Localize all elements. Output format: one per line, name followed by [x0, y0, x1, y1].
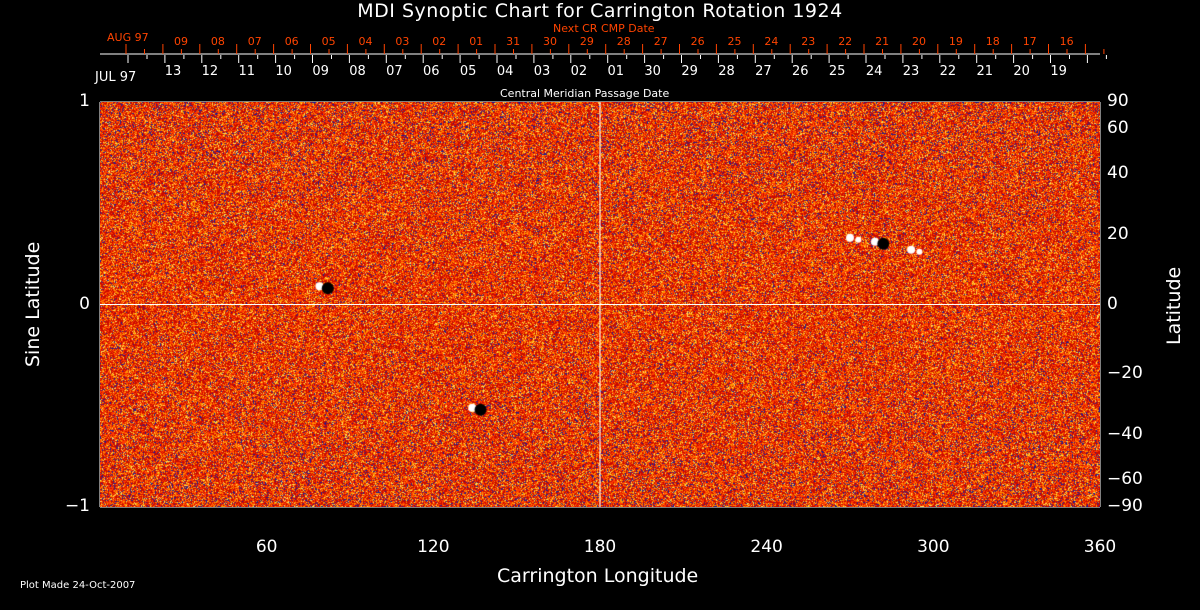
cmp-date-label: 23: [902, 64, 920, 79]
next-cr-date-label: 01: [469, 35, 484, 48]
next-cr-date-label: 28: [616, 35, 631, 48]
cmp-date-label: 08: [349, 64, 366, 79]
y-right-tick-label: 90: [1107, 91, 1129, 111]
y-left-tick-label: 0: [79, 293, 90, 314]
next-cr-date-label: 02: [432, 35, 447, 48]
y-right-tick-label: 60: [1107, 118, 1129, 139]
x-tick-label: 300: [917, 537, 950, 557]
cmp-month-label: JUL 97: [95, 70, 137, 85]
y-right-tick-label: −90: [1107, 496, 1143, 516]
cmp-date-label: 05: [459, 64, 477, 79]
next-cr-date-label: 05: [321, 35, 336, 48]
y-right-tick-label: 0: [1107, 293, 1118, 314]
cmp-date-label: 06: [423, 64, 440, 79]
next-cr-date-label: 08: [210, 35, 225, 48]
x-tick-label: 120: [417, 537, 450, 557]
next-cr-date-label: 22: [838, 35, 853, 48]
x-tick-label: 240: [750, 537, 783, 557]
cmp-date-label: 27: [755, 64, 772, 79]
cmp-date-label: 19: [1050, 64, 1067, 79]
next-cr-date-label: 03: [395, 35, 410, 48]
next-cr-date-label: 31: [506, 35, 521, 48]
next-cr-axis-label: Next CR CMP Date: [553, 22, 655, 35]
cmp-date-label: 10: [275, 64, 292, 79]
cmp-date-label: 26: [792, 64, 809, 79]
y-right-tick-label: 40: [1107, 163, 1129, 184]
cmp-date-label: 29: [681, 64, 698, 79]
next-cr-date-label: 09: [174, 35, 188, 48]
next-cr-date-label: 21: [875, 35, 890, 48]
cmp-date-label: 02: [570, 64, 588, 79]
next-cr-date-label: 04: [358, 35, 373, 48]
next-cr-date-label: 20: [912, 35, 926, 48]
next-cr-date-label: 18: [985, 35, 1000, 48]
next-cr-date-label: 26: [690, 35, 705, 48]
cmp-date-label: 24: [865, 64, 883, 79]
next-cr-date-label: 25: [727, 35, 742, 48]
next-cr-date-label: 29: [579, 35, 594, 48]
cmp-date-label: 20: [1013, 64, 1030, 79]
cmp-date-label: 28: [718, 64, 735, 79]
cmp-date-label: 03: [533, 64, 551, 79]
next-cr-date-label: 07: [247, 35, 262, 48]
x-tick-label: 180: [583, 537, 617, 557]
y-axis-right-label: Latitude: [1163, 266, 1185, 345]
chart-title: MDI Synoptic Chart for Carrington Rotati…: [357, 0, 843, 22]
y-right-tick-label: −40: [1107, 423, 1143, 444]
cmp-date-label: 25: [828, 64, 846, 79]
next-cr-date-label: 24: [764, 35, 779, 48]
y-right-tick-label: −20: [1107, 362, 1143, 383]
plot-made-footnote: Plot Made 24-Oct-2007: [20, 580, 136, 591]
y-axis-left-label: Sine Latitude: [22, 241, 44, 367]
cmp-date-label: 22: [939, 64, 957, 79]
next-cr-date-label: 06: [284, 35, 299, 48]
next-cr-date-label: 30: [543, 35, 557, 48]
cmp-date-label: 30: [644, 64, 661, 79]
cmp-date-label: 01: [607, 64, 625, 79]
y-left-tick-label: 1: [79, 91, 90, 111]
next-cr-date-label: 23: [801, 35, 816, 48]
next-cr-month-label: AUG 97: [107, 31, 149, 44]
next-cr-date-label: 16: [1059, 35, 1074, 48]
cmp-date-label: 11: [238, 64, 256, 79]
y-left-tick-label: −1: [64, 496, 90, 516]
x-tick-label: 360: [1083, 537, 1117, 557]
cmp-date-label: 09: [312, 64, 329, 79]
cmp-date-label: 12: [201, 64, 219, 79]
y-right-tick-label: 20: [1107, 224, 1129, 245]
cmp-date-label: 04: [496, 64, 514, 79]
cmp-date-label: 07: [386, 64, 403, 79]
cmp-date-label: 13: [164, 64, 182, 79]
next-cr-date-label: 17: [1022, 35, 1037, 48]
next-cr-date-label: 19: [948, 35, 963, 48]
y-right-tick-label: −60: [1107, 468, 1143, 489]
cmp-axis-label: Central Meridian Passage Date: [500, 87, 670, 100]
cmp-date-label: 21: [976, 64, 994, 79]
x-tick-label: 60: [255, 537, 278, 557]
x-axis-label: Carrington Longitude: [497, 565, 699, 587]
next-cr-date-label: 27: [653, 35, 668, 48]
